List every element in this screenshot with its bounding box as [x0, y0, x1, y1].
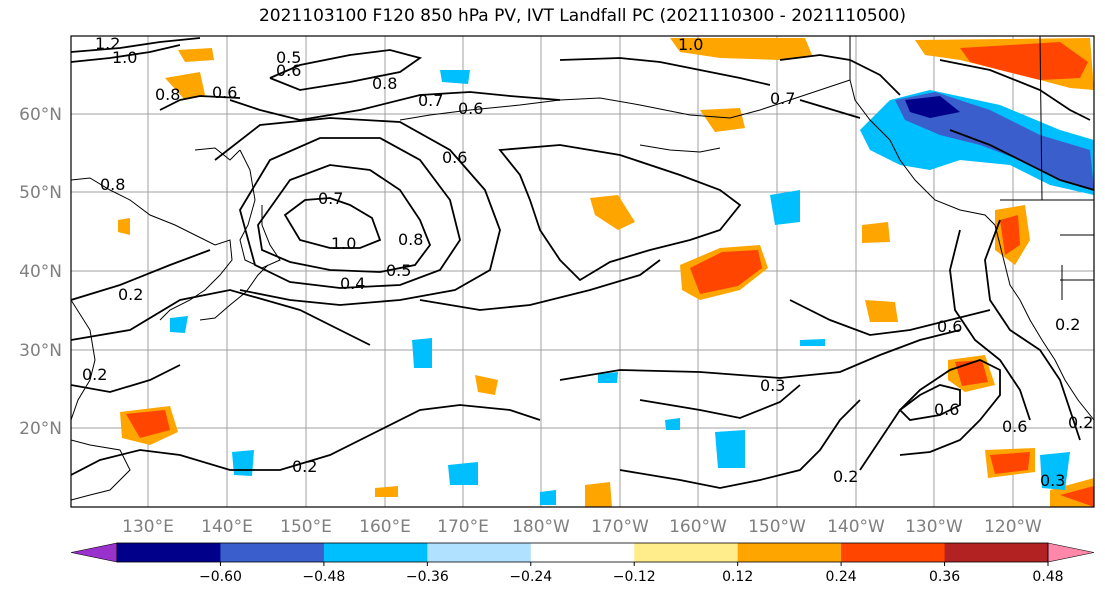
lon-label: 160°W [669, 517, 727, 537]
coastlines [71, 36, 1094, 501]
contour-label: 0.8 [155, 85, 180, 104]
lon-label: 140°W [827, 517, 885, 537]
latitude-labels: 60°N 50°N 40°N 30°N 20°N [19, 105, 62, 439]
colorbar-segment [841, 543, 946, 562]
lat-label: 50°N [19, 183, 62, 203]
lon-label: 170°W [591, 517, 649, 537]
lon-label: 120°W [984, 517, 1042, 537]
contour-label: 0.7 [418, 91, 443, 110]
colorbar-tick-label: 0.24 [826, 569, 857, 585]
contour-label: 0.6 [276, 61, 301, 80]
lon-label: 140°E [201, 517, 253, 537]
contour-label: 0.7 [770, 89, 795, 108]
colorbar-segment [323, 543, 428, 562]
lat-label: 60°N [19, 105, 62, 125]
contour-label: 1.0 [112, 48, 137, 67]
contour-label: 1.0 [678, 35, 703, 54]
colorbar-segment [220, 543, 325, 562]
contour-label: 0.2 [1068, 413, 1093, 432]
lon-label: 150°E [280, 517, 332, 537]
contour-label: 0.4 [340, 274, 365, 293]
lat-label: 20°N [19, 419, 62, 439]
longitude-labels: 130°E 140°E 150°E 160°E 170°E 180°W 170°… [122, 517, 1042, 537]
colorbar-segment [944, 543, 1049, 562]
pv-contours [71, 37, 1094, 489]
colorbar: −0.60 −0.48 −0.36 −0.24 −0.12 0.12 0.24 0.36 0.4… [70, 542, 1095, 585]
colorbar-tick-label: 0.36 [929, 569, 960, 585]
contour-label: 1.2 [95, 34, 120, 53]
contour-label: 0.5 [276, 48, 301, 67]
contour-label: 0.6 [212, 83, 237, 102]
contour-label: 0.8 [398, 230, 423, 249]
pv-shading [118, 38, 1094, 507]
contour-label: 0.6 [937, 317, 962, 336]
colorbar-segment [737, 543, 842, 562]
plot-title: 2021103100 F120 850 hPa PV, IVT Landfall… [258, 6, 906, 26]
lon-label: 180°W [512, 517, 570, 537]
colorbar-tick-label: 0.48 [1032, 569, 1063, 585]
colorbar-extend-low [70, 542, 118, 563]
contour-label: 0.3 [1040, 471, 1065, 490]
contour-label: 0.8 [372, 74, 397, 93]
contour-label: 0.5 [386, 261, 411, 280]
contour-label: 0.6 [1002, 417, 1027, 436]
contour-labels: 1.2 1.0 0.5 0.6 0.8 0.7 0.6 0.6 0.8 1.0 … [82, 34, 1093, 490]
colorbar-segment [427, 543, 532, 562]
contour-label: 0.6 [442, 148, 467, 167]
colorbar-tick-label: −0.36 [406, 569, 449, 585]
contour-label: 0.2 [1055, 315, 1080, 334]
contour-label: 0.8 [100, 175, 125, 194]
colorbar-frame [116, 542, 1049, 563]
contour-label: 0.2 [292, 457, 317, 476]
lon-label: 130°W [905, 517, 963, 537]
contour-label: 0.2 [118, 285, 143, 304]
colorbar-segment [634, 543, 739, 562]
contour-label: 0.2 [82, 365, 107, 384]
contour-label: 0.2 [833, 467, 858, 486]
colorbar-tick-label: −0.60 [199, 569, 242, 585]
contour-label: 0.6 [934, 400, 959, 419]
contour-label: 0.3 [760, 376, 785, 395]
contour-label: 0.6 [458, 99, 483, 118]
colorbar-segment [117, 543, 221, 562]
lon-label: 160°E [359, 517, 411, 537]
contour-label: 0.7 [318, 189, 343, 208]
lon-label: 150°W [748, 517, 806, 537]
colorbar-tick-label: −0.12 [613, 569, 656, 585]
lon-label: 130°E [122, 517, 174, 537]
colorbar-extend-high [1047, 542, 1095, 563]
colorbar-tick-label: 0.12 [722, 569, 753, 585]
colorbar-tick-label: −0.48 [302, 569, 345, 585]
colorbar-segment [530, 543, 635, 562]
colorbar-tick-label: −0.24 [509, 569, 552, 585]
map-frame [70, 35, 1095, 508]
contour-label: 1.0 [331, 234, 356, 253]
lat-label: 40°N [19, 262, 62, 282]
lon-label: 170°E [437, 517, 489, 537]
lat-label: 30°N [19, 341, 62, 361]
